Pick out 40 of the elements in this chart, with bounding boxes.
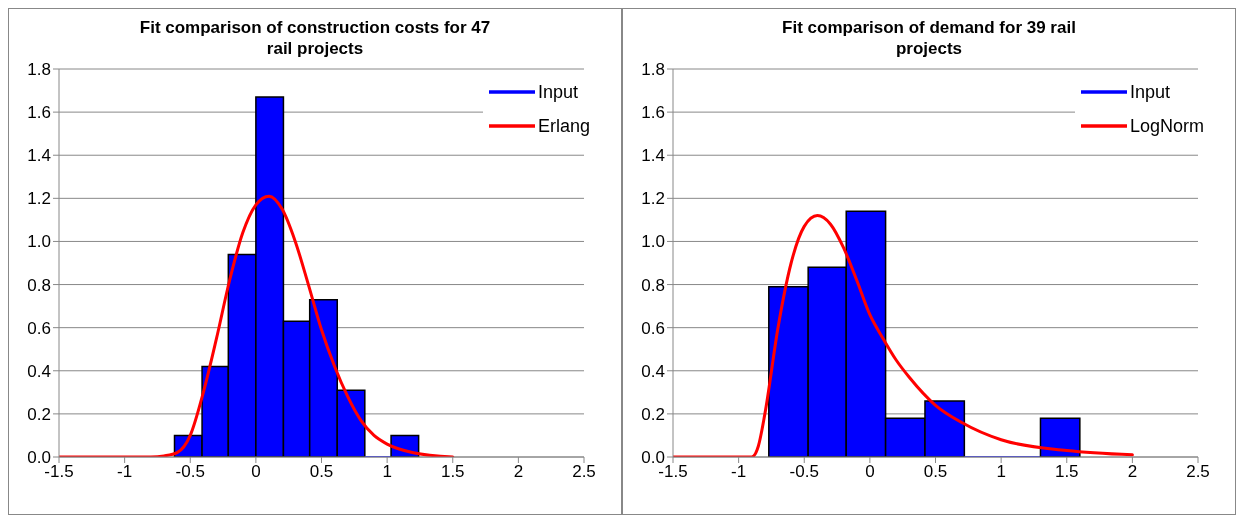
x-tick-label: 0.5	[309, 462, 334, 482]
x-tick-label: 1.5	[440, 462, 465, 482]
y-tick-label: 0.6	[27, 318, 51, 338]
y-tick-label: 1.2	[641, 189, 665, 209]
x-tick-label: 2	[1127, 462, 1138, 482]
x-tick-label: 1	[996, 462, 1006, 482]
chart-title: Fit comparison of demand for 39 rail projects	[781, 17, 1077, 59]
x-tick-label: 2.5	[572, 462, 596, 482]
legend-label: Input	[537, 81, 579, 103]
x-tick-label: 1	[382, 462, 392, 482]
x-tick-label: 1.5	[1054, 462, 1079, 482]
y-tick-label: 1.6	[27, 103, 51, 123]
y-tick-label: 0.4	[641, 361, 665, 381]
x-tick-label: 2.5	[1186, 462, 1210, 482]
y-tick-label: 1.8	[641, 60, 665, 80]
x-tick-label: -0.5	[175, 462, 205, 482]
y-tick-label: 0.4	[27, 361, 51, 381]
x-tick-label: -1	[731, 462, 747, 482]
legend-label: Input	[1129, 81, 1171, 103]
y-tick-label: 1.2	[27, 189, 51, 209]
y-tick-label: 1.8	[27, 60, 51, 80]
y-tick-label: 0.6	[641, 318, 665, 338]
legend-label: Erlang	[537, 115, 590, 137]
x-tick-label: -1	[117, 462, 133, 482]
y-tick-label: 0.2	[641, 404, 665, 424]
y-tick-label: 1.0	[641, 232, 665, 252]
x-tick-label: 2	[513, 462, 524, 482]
x-tick-label: 0	[251, 462, 261, 482]
y-tick-label: 1.6	[641, 103, 665, 123]
chart-title: Fit comparison of construction costs for 47 rail projects	[138, 17, 492, 59]
x-tick-label: -0.5	[789, 462, 819, 482]
legend-label: LogNorm	[1129, 115, 1204, 137]
y-tick-label: 0.2	[27, 404, 51, 424]
y-tick-label: 0.8	[641, 275, 665, 295]
y-tick-label: 0.8	[27, 275, 51, 295]
y-tick-label: 1.0	[27, 232, 51, 252]
y-tick-label: 1.4	[27, 146, 51, 166]
y-tick-label: 1.4	[641, 146, 665, 166]
x-tick-label: 0.5	[923, 462, 948, 482]
x-tick-label: 0	[865, 462, 875, 482]
